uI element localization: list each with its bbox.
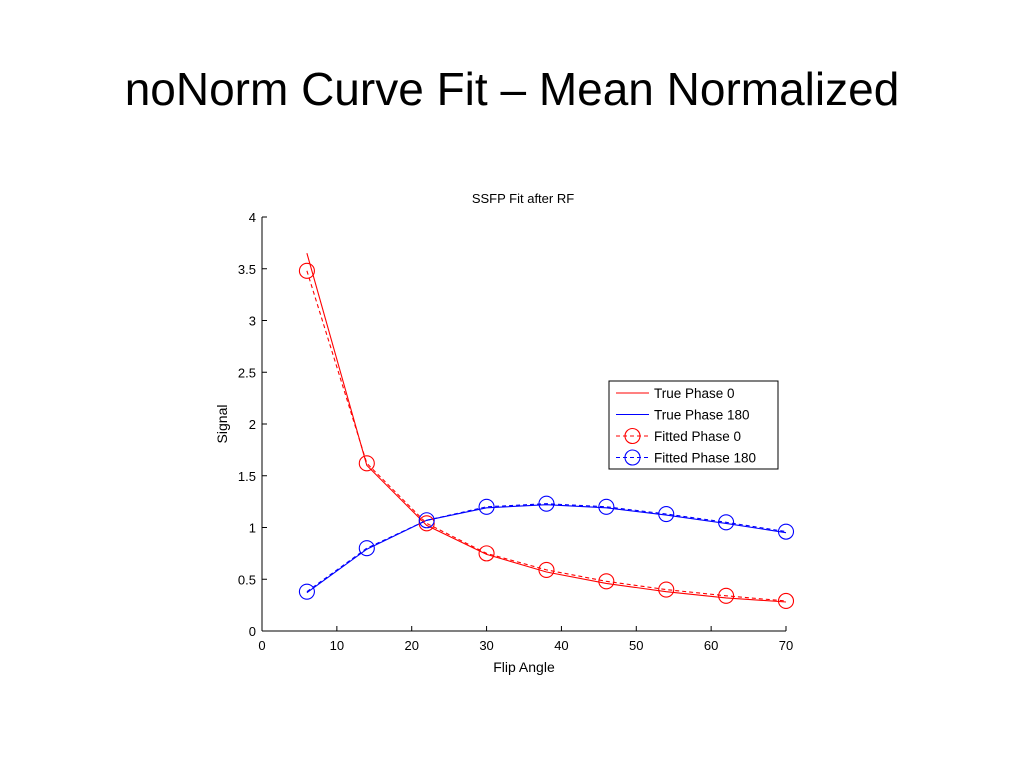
y-tick-label: 0.5 <box>238 572 256 587</box>
y-tick-label: 3.5 <box>238 262 256 277</box>
y-tick-label: 1.5 <box>238 469 256 484</box>
y-tick-label: 3 <box>249 314 256 329</box>
x-tick-label: 60 <box>704 638 718 653</box>
data-point-marker <box>418 515 435 532</box>
data-point-marker <box>538 495 555 512</box>
data-point-marker <box>298 583 315 600</box>
y-tick-label: 0 <box>249 624 256 639</box>
series-line-3 <box>306 270 787 602</box>
x-tick-label: 20 <box>404 638 418 653</box>
data-point-marker <box>358 540 375 557</box>
legend-label: Fitted Phase 0 <box>654 429 741 444</box>
y-tick-label: 4 <box>249 210 256 225</box>
legend-label: Fitted Phase 180 <box>654 451 756 466</box>
data-point-marker <box>777 523 795 540</box>
data-point-marker <box>418 512 435 529</box>
y-tick-label: 2 <box>249 417 256 432</box>
data-point-marker <box>478 498 495 515</box>
legend-label: True Phase 0 <box>654 386 735 401</box>
y-tick-label: 1 <box>249 521 256 536</box>
x-tick-label: 0 <box>258 638 265 653</box>
y-axis-label: Signal <box>214 405 230 444</box>
x-tick-label: 70 <box>779 638 793 653</box>
data-point-marker <box>718 587 735 604</box>
x-tick-label: 30 <box>479 638 493 653</box>
legend-swatch-marker <box>624 449 641 466</box>
series-line-2 <box>306 504 787 594</box>
legend-swatch-marker <box>624 427 641 445</box>
data-point-marker <box>478 545 495 562</box>
data-point-marker <box>718 514 735 531</box>
data-point-marker <box>298 262 315 279</box>
x-axis-label: Flip Angle <box>493 659 555 675</box>
series-line-1 <box>306 253 787 603</box>
x-tick-label: 40 <box>554 638 568 653</box>
data-point-marker <box>658 505 675 523</box>
legend-box <box>608 380 779 470</box>
y-tick-label: 2.5 <box>238 365 256 380</box>
data-point-marker <box>598 498 615 515</box>
series-line-4 <box>306 503 787 593</box>
data-point-marker <box>598 573 615 590</box>
data-point-marker <box>658 581 675 598</box>
chart-title: SSFP Fit after RF <box>472 191 574 206</box>
data-point-marker <box>538 561 555 578</box>
data-point-marker <box>777 592 795 610</box>
slide-title: noNorm Curve Fit – Mean Normalized <box>124 63 900 115</box>
x-tick-label: 50 <box>629 638 643 653</box>
legend-label: True Phase 180 <box>654 408 750 423</box>
x-tick-label: 10 <box>330 638 344 653</box>
data-point-marker <box>358 455 375 472</box>
